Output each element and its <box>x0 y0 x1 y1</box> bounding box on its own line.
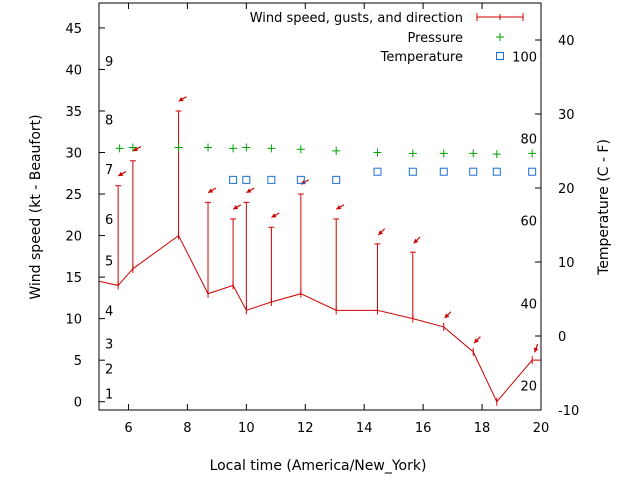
wind-direction-arrowhead <box>474 338 479 344</box>
beaufort-label: 9 <box>105 55 113 70</box>
x-axis-label: Local time (America/New_York) <box>210 458 427 474</box>
y2-axis-label: Temperature (C - F) <box>596 139 612 276</box>
x-tick-label: 12 <box>297 421 314 436</box>
pressure-point <box>439 149 448 158</box>
y2-tick-label: -10 <box>558 404 579 419</box>
y-tick-label: 0 <box>74 396 82 411</box>
beaufort-label: 4 <box>105 304 113 319</box>
pressure-point <box>373 148 382 157</box>
wind-direction-arrowhead <box>413 238 419 244</box>
y-tick-label: 10 <box>65 313 82 328</box>
axes-layer: 6 8 10 12 14 16 18 20051015202530354045-1001020… <box>65 2 579 436</box>
y-tick-label: 40 <box>65 63 82 78</box>
wind-direction-arrowhead <box>271 213 277 218</box>
beaufort-label: 1 <box>105 387 113 402</box>
beaufort-label: 5 <box>105 254 113 269</box>
wind-direction-arrowhead <box>178 96 184 102</box>
y-tick-label: 5 <box>74 354 82 369</box>
fahrenheit-label: 40 <box>520 297 537 312</box>
wind-direction-arrowhead <box>444 313 450 319</box>
beaufort-label: 6 <box>105 213 113 228</box>
x-tick-label: 8 <box>183 421 191 436</box>
temperature-point <box>229 175 238 184</box>
legend-label-temperature: Temperature <box>380 50 463 65</box>
wind-direction-arrowhead <box>533 347 539 353</box>
temperature-point <box>408 167 417 176</box>
y-axis-label: Wind speed (kt - Beaufort) <box>28 114 44 299</box>
x-tick-label: 16 <box>415 421 432 436</box>
beaufort-label: 2 <box>105 362 113 377</box>
temperature-point <box>296 175 305 184</box>
temperature-point <box>469 167 478 176</box>
legend: Wind speed, gusts, and direction Pressur… <box>250 11 524 65</box>
temperature-point <box>492 167 501 176</box>
pressure-point <box>267 144 276 153</box>
pressure-point <box>492 150 501 159</box>
pressure-point <box>408 149 417 158</box>
pressure-point <box>115 144 124 153</box>
plot-frame <box>98 2 542 411</box>
fahrenheit-label: 80 <box>520 132 537 147</box>
y2-tick-label: 30 <box>558 108 575 123</box>
pressure-point <box>528 149 537 158</box>
pressure-point <box>174 143 183 152</box>
wind-direction-arrowhead <box>208 188 214 193</box>
x-tick-label: 14 <box>356 421 373 436</box>
temperature-point <box>267 175 276 184</box>
x-tick-label: 18 <box>474 421 491 436</box>
x-tick-label: 6 <box>124 421 132 436</box>
wind-direction-arrowhead <box>378 230 384 236</box>
pressure-point <box>204 143 213 152</box>
temperature-point <box>373 167 382 176</box>
pressure-point <box>229 144 238 153</box>
temperature-point <box>528 167 537 176</box>
y-tick-label: 15 <box>65 271 82 286</box>
pressure-point <box>469 149 478 158</box>
beaufort-label: 3 <box>105 338 113 353</box>
beaufort-label: 8 <box>105 113 113 128</box>
y2-tick-label: 40 <box>558 34 575 49</box>
pressure-point <box>296 145 305 154</box>
x-tick-label: 10 <box>238 421 255 436</box>
wind-direction-arrowhead <box>118 171 124 176</box>
legend-swatch-temperature <box>496 52 504 60</box>
y-tick-label: 25 <box>65 188 82 203</box>
y2-tick-label: 20 <box>558 182 575 197</box>
wind-direction-arrowhead <box>246 188 252 193</box>
y-tick-label: 45 <box>65 22 82 37</box>
pressure-point <box>128 143 137 152</box>
fahrenheit-label: 100 <box>512 50 537 65</box>
y-tick-label: 20 <box>65 230 82 245</box>
pressure-point <box>242 143 251 152</box>
legend-swatch-pressure <box>496 33 504 41</box>
pressure-point <box>332 146 341 155</box>
legend-label-wind: Wind speed, gusts, and direction <box>250 11 463 26</box>
y2-tick-label: 0 <box>558 330 566 345</box>
y-tick-label: 30 <box>65 147 82 162</box>
wind-direction-arrowhead <box>132 146 138 152</box>
y2-tick-label: 10 <box>558 256 575 271</box>
wind-speed-line <box>98 234 541 403</box>
legend-label-pressure: Pressure <box>407 31 463 46</box>
y-tick-label: 35 <box>65 105 82 120</box>
fahrenheit-label: 60 <box>520 215 537 230</box>
temperature-point <box>242 175 251 184</box>
temperature-point <box>332 175 341 184</box>
temperature-point <box>439 167 448 176</box>
wind-direction-arrowhead <box>233 204 239 210</box>
x-tick-label: 20 <box>533 421 550 436</box>
series-layer <box>98 96 542 406</box>
wind-direction-arrowhead <box>336 204 342 210</box>
beaufort-label: 7 <box>105 163 113 178</box>
fahrenheit-label: 20 <box>520 380 537 395</box>
